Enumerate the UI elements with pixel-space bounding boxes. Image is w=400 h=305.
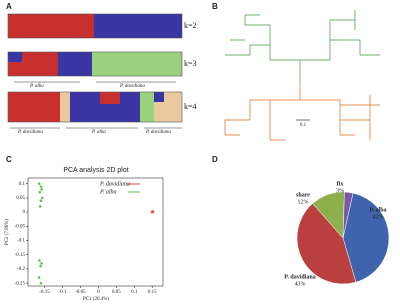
- y-tick-label: -0.05: [15, 224, 26, 229]
- value-label: 12%: [298, 199, 309, 205]
- pie-slice: [342, 191, 354, 239]
- y-tick-label: -0.15: [15, 253, 26, 258]
- pie-slice: [342, 192, 390, 283]
- group-label: P. davidiana: [145, 130, 171, 135]
- x-tick-label: -0.1: [59, 290, 67, 295]
- panel-label: D: [212, 155, 218, 164]
- structure-plot: [7, 13, 183, 129]
- x-tick-label: 0.1: [131, 290, 138, 295]
- x-tick-label: -0.05: [75, 290, 86, 295]
- point: [38, 205, 42, 208]
- y-tick-label: 0: [23, 210, 26, 215]
- point: [39, 264, 42, 268]
- point: [39, 185, 43, 188]
- point: [40, 188, 43, 191]
- group-label: P. alba: [29, 84, 44, 89]
- x-tick-label: -0.15: [39, 290, 50, 295]
- chart-title: PCA analysis 2D plot: [63, 167, 128, 174]
- panel-label: B: [212, 2, 218, 11]
- scale-label: 0.1: [300, 123, 307, 128]
- x-tick-label: 0.15: [148, 290, 157, 295]
- tree: [224, 10, 380, 141]
- point: [37, 182, 41, 185]
- point: [37, 276, 41, 279]
- x-tick-label: 0: [97, 290, 100, 295]
- point: [39, 281, 43, 285]
- y-tick-label: 0.05: [16, 196, 25, 201]
- k-label: k=3: [184, 59, 197, 68]
- group-label: P. davidiana: [17, 130, 43, 135]
- point: [41, 196, 44, 200]
- k-label: k=4: [184, 102, 197, 111]
- value-label: 43%: [295, 281, 306, 287]
- slice-label: share: [296, 192, 310, 198]
- plot-frame: [27, 177, 164, 287]
- point: [38, 190, 42, 194]
- slice-label: fix: [337, 181, 344, 187]
- slice-label: P. davidiana: [284, 274, 315, 280]
- point: [40, 261, 43, 265]
- y-tick-label: -0.1: [17, 239, 25, 244]
- point: [39, 199, 43, 203]
- y-tick-label: -0.25: [15, 281, 26, 286]
- y-tick-label: -0.2: [17, 267, 25, 272]
- legend-label: P. alba: [99, 189, 117, 195]
- group-label: P. alba: [91, 130, 106, 135]
- point: [38, 259, 41, 262]
- legend-label: P. davidiana: [99, 181, 130, 187]
- x-tick-label: 0.05: [112, 290, 121, 295]
- value-label: 42%: [373, 214, 384, 220]
- point: [151, 210, 155, 213]
- slice-label: P. alba: [369, 207, 386, 213]
- x-axis-label: PC1 (20.4%): [83, 297, 109, 302]
- y-tick-label: 0.1: [19, 182, 26, 187]
- panel-label: C: [6, 155, 12, 164]
- panel-label: A: [6, 2, 12, 11]
- y-axis-label: PC2 (7.86%): [5, 219, 10, 245]
- value-label: 3%: [336, 188, 344, 194]
- pie-slice: [296, 203, 357, 285]
- k-label: k=2: [184, 21, 197, 30]
- group-label: P. davidiana: [119, 84, 145, 89]
